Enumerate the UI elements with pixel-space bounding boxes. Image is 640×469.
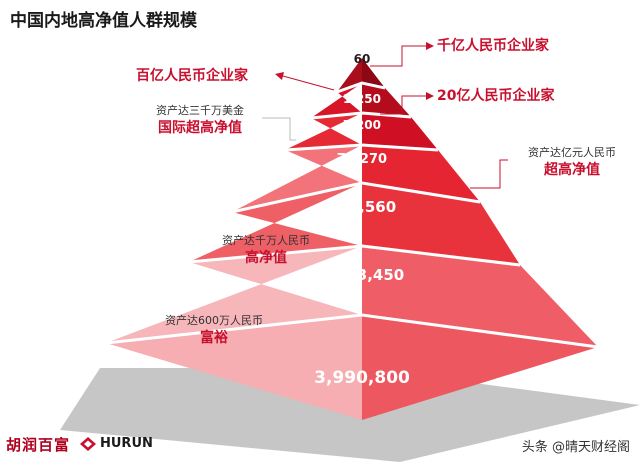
tier-2-label: 百亿人民币企业家: [136, 68, 248, 84]
tier-5-right: [362, 183, 520, 265]
tier-4-left: [232, 145, 362, 212]
tier-6-left: [106, 246, 362, 343]
tier-5-callout: 资产达亿元人民币 超高净值: [510, 146, 634, 180]
tier-5-label: 超高净值: [544, 162, 600, 178]
tier-7-label: 富裕: [200, 330, 228, 346]
separator-5: [188, 244, 521, 267]
separator-3: [284, 143, 439, 152]
callout-line-tier1: [370, 45, 426, 67]
tier-1-left: [337, 58, 362, 92]
tier-1-value: 60: [353, 52, 371, 66]
page-title: 中国内地高净值人群规模: [10, 11, 197, 31]
tier-2-value: 1,250: [343, 92, 381, 106]
callout-line-tier3: [380, 95, 426, 115]
hurun-mark-icon: [80, 436, 96, 451]
callout-line-tier4: [262, 117, 296, 141]
tier-5-sub: 资产达亿元人民币: [528, 146, 616, 159]
separator-6: [105, 313, 599, 349]
tier-6-callout: 资产达千万人民币 高净值: [206, 234, 326, 268]
separator-4: [231, 181, 481, 214]
tier-5-left: [189, 183, 362, 262]
tier-7-left: [106, 315, 362, 420]
tier-3-label: 20亿人民币企业家: [437, 88, 555, 104]
tier-4-callout: 资产达三千万美金 国际超高净值: [140, 104, 260, 138]
tier-4-sub: 资产达三千万美金: [156, 104, 244, 117]
tier-4-value: 71,270: [336, 152, 388, 167]
tier-3-value: 7,200: [343, 118, 381, 132]
tier-3-left: [285, 113, 362, 150]
tier-4-label: 国际超高净值: [158, 120, 242, 136]
tier-1-label: 千亿人民币企业家: [437, 38, 549, 54]
arrow-tier1: [426, 42, 434, 50]
tier-2-right: [362, 83, 411, 117]
separator-2: [310, 111, 412, 120]
tier-5-value: 107,560: [327, 198, 397, 216]
tier-1-right: [362, 58, 385, 88]
tier-6-value: 1,613,450: [319, 266, 405, 284]
tier-7-sub: 资产达600万人民币: [165, 314, 263, 327]
tier-2-left: [311, 83, 362, 118]
callout-line-tier2: [282, 75, 335, 91]
hurun-logo: HURUN: [80, 436, 153, 451]
tier-6-sub: 资产达千万人民币: [222, 234, 310, 247]
hurun-logo-text: HURUN: [100, 436, 153, 451]
tier-7-right: [362, 315, 598, 420]
tier-7-callout: 资产达600万人民币 富裕: [144, 314, 284, 348]
tier-6-label: 高净值: [245, 250, 287, 266]
separator-1: [336, 81, 386, 94]
arrow-tier2: [275, 72, 284, 80]
arrow-tier3: [426, 92, 434, 100]
watermark: 头条 @晴天财经阁: [521, 440, 630, 455]
tier-7-value: 3,990,800: [314, 368, 410, 388]
hurun-logo-chinese: 胡润百富: [6, 436, 71, 454]
callout-line-tier5: [470, 159, 508, 189]
tier-3-right: [362, 113, 438, 150]
